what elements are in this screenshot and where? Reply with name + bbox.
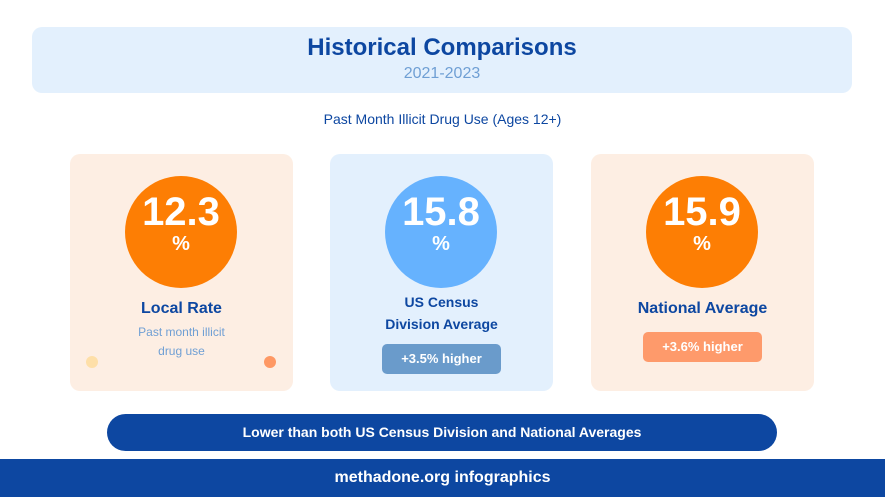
title-line: Division Average [385,316,498,332]
unit: % [432,233,450,255]
census-division-card: 15.8 % US Census Division Average +3.5% … [330,154,553,391]
value: 15.9 [663,190,741,234]
metric-label: Past Month Illicit Drug Use (Ages 12+) [323,111,562,127]
date-range: 2021-2023 [403,65,481,82]
value: 15.8 [402,190,480,234]
card-title: Local Rate [141,300,222,317]
value-circle: 15.9 % [646,176,758,288]
difference-badge: +3.6% higher [643,332,762,362]
summary-banner: Lower than both US Census Division and N… [107,414,777,451]
card-title: National Average [637,300,768,317]
difference-badge: +3.5% higher [382,344,501,374]
unit: % [172,233,190,255]
decorative-dot-icon [264,356,276,368]
local-rate-card: 12.3 % Local Rate Past month illicit dru… [70,154,293,391]
description-line: Past month illicit [138,325,225,339]
title-line: US Census [404,294,479,310]
page-title: Historical Comparisons [307,34,577,61]
value: 12.3 [142,190,220,234]
footer: methadone.org infographics [0,459,885,497]
unit: % [693,233,711,255]
value-circle: 15.8 % [385,176,497,288]
header-panel: Historical Comparisons 2021-2023 [32,27,852,93]
card-description: Past month illicit drug use [70,323,293,361]
description-line: drug use [158,344,205,358]
decorative-dot-icon [86,356,98,368]
value-circle: 12.3 % [125,176,237,288]
card-title: US Census Division Average [330,291,553,335]
national-average-card: 15.9 % National Average +3.6% higher [591,154,814,391]
